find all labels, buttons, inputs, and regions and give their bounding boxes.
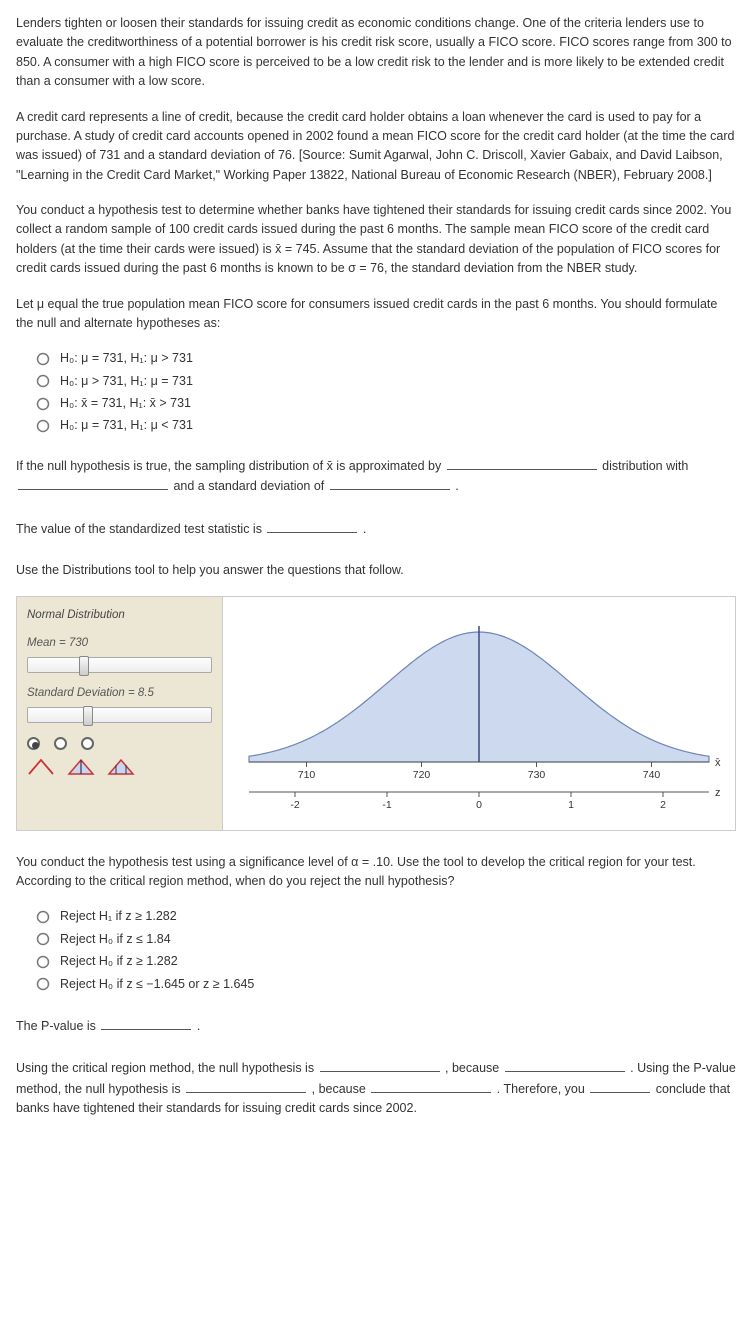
blank-pvalue[interactable] xyxy=(101,1016,191,1030)
fill-test-stat: The value of the standardized test stati… xyxy=(16,519,737,539)
q2-option-1-label: Reject H₁ if z ≥ 1.282 xyxy=(60,907,177,926)
svg-text:730: 730 xyxy=(528,769,546,781)
text: Using the critical region method, the nu… xyxy=(16,1061,318,1075)
shade-shape-icons xyxy=(27,758,212,776)
intro-para-2: A credit card represents a line of credi… xyxy=(16,108,737,186)
blank-crit-reason[interactable] xyxy=(505,1058,625,1072)
radio-icon xyxy=(36,419,50,433)
radio-icon xyxy=(36,932,50,946)
text: . xyxy=(193,1019,200,1033)
mean-slider[interactable] xyxy=(27,657,212,673)
svg-text:-2: -2 xyxy=(290,799,299,811)
blank-dist-type[interactable] xyxy=(447,456,597,470)
question-2-options: Reject H₁ if z ≥ 1.282 Reject H₀ if z ≤ … xyxy=(16,907,737,994)
blank-dist-mean[interactable] xyxy=(18,476,168,490)
svg-text:740: 740 xyxy=(643,769,661,781)
svg-text:z: z xyxy=(715,787,721,799)
blank-dist-sd[interactable] xyxy=(330,476,450,490)
q2-option-4[interactable]: Reject H₀ if z ≤ −1.645 or z ≥ 1.645 xyxy=(36,975,737,994)
question-2-prompt: You conduct the hypothesis test using a … xyxy=(16,853,737,892)
shape-two-icon[interactable] xyxy=(107,758,135,776)
text: The P-value is xyxy=(16,1019,99,1033)
text: distribution with xyxy=(599,459,689,473)
shade-mode-radios xyxy=(27,737,212,750)
text: . xyxy=(452,479,459,493)
tool-controls: Normal Distribution Mean = 730 Standard … xyxy=(17,597,223,829)
q2-option-3-label: Reject H₀ if z ≥ 1.282 xyxy=(60,952,178,971)
svg-text:710: 710 xyxy=(298,769,316,781)
fill-pvalue: The P-value is . xyxy=(16,1016,737,1036)
q1-option-4[interactable]: H₀: μ = 731, H₁: μ < 731 xyxy=(36,416,737,435)
radio-icon xyxy=(36,374,50,388)
radio-icon xyxy=(36,977,50,991)
radio-icon xyxy=(36,397,50,411)
svg-text:720: 720 xyxy=(413,769,431,781)
q1-option-1[interactable]: H₀: μ = 731, H₁: μ > 731 xyxy=(36,349,737,368)
q1-option-2-label: H₀: μ > 731, H₁: μ = 731 xyxy=(60,372,193,391)
q2-option-2[interactable]: Reject H₀ if z ≤ 1.84 xyxy=(36,930,737,949)
text: . xyxy=(359,522,366,536)
radio-icon xyxy=(36,352,50,366)
sd-label: Standard Deviation = 8.5 xyxy=(27,685,212,703)
text: . Therefore, you xyxy=(493,1082,588,1096)
text: , because xyxy=(308,1082,369,1096)
q1-option-2[interactable]: H₀: μ > 731, H₁: μ = 731 xyxy=(36,372,737,391)
fill-sampling-dist: If the null hypothesis is true, the samp… xyxy=(16,456,737,497)
normal-curve: 710 720 730 740 x̄ -2 -1 0 1 2 z xyxy=(229,607,729,817)
q1-option-3[interactable]: H₀: x̄ = 731, H₁: x̄ > 731 xyxy=(36,394,737,413)
radio-icon xyxy=(36,955,50,969)
intro-para-1: Lenders tighten or loosen their standard… xyxy=(16,14,737,92)
q2-option-3[interactable]: Reject H₀ if z ≥ 1.282 xyxy=(36,952,737,971)
question-1-options: H₀: μ = 731, H₁: μ > 731 H₀: μ > 731, H₁… xyxy=(16,349,737,436)
mean-label: Mean = 730 xyxy=(27,635,212,653)
text: The value of the standardized test stati… xyxy=(16,522,265,536)
fill-conclusion: Using the critical region method, the nu… xyxy=(16,1058,737,1118)
shade-mode-1[interactable] xyxy=(27,737,40,750)
svg-text:-1: -1 xyxy=(382,799,391,811)
svg-text:0: 0 xyxy=(476,799,482,811)
blank-therefore[interactable] xyxy=(590,1079,650,1093)
svg-text:1: 1 xyxy=(568,799,574,811)
distribution-tool: Normal Distribution Mean = 730 Standard … xyxy=(16,596,736,830)
q2-option-1[interactable]: Reject H₁ if z ≥ 1.282 xyxy=(36,907,737,926)
q2-option-2-label: Reject H₀ if z ≤ 1.84 xyxy=(60,930,171,949)
shape-left-icon[interactable] xyxy=(67,758,95,776)
q1-option-3-label: H₀: x̄ = 731, H₁: x̄ > 731 xyxy=(60,394,191,413)
shade-mode-3[interactable] xyxy=(81,737,94,750)
question-1-prompt: Let μ equal the true population mean FIC… xyxy=(16,295,737,334)
q2-option-4-label: Reject H₀ if z ≤ −1.645 or z ≥ 1.645 xyxy=(60,975,254,994)
blank-pval-decision[interactable] xyxy=(186,1079,306,1093)
tool-prompt: Use the Distributions tool to help you a… xyxy=(16,561,737,580)
sd-slider[interactable] xyxy=(27,707,212,723)
shape-none-icon[interactable] xyxy=(27,758,55,776)
text: If the null hypothesis is true, the samp… xyxy=(16,459,445,473)
intro-para-3: You conduct a hypothesis test to determi… xyxy=(16,201,737,279)
text: , because xyxy=(442,1061,503,1075)
blank-pval-reason[interactable] xyxy=(371,1079,491,1093)
tool-title: Normal Distribution xyxy=(27,607,212,625)
radio-icon xyxy=(36,910,50,924)
tool-chart: 710 720 730 740 x̄ -2 -1 0 1 2 z xyxy=(223,597,735,829)
q1-option-4-label: H₀: μ = 731, H₁: μ < 731 xyxy=(60,416,193,435)
q1-option-1-label: H₀: μ = 731, H₁: μ > 731 xyxy=(60,349,193,368)
blank-crit-decision[interactable] xyxy=(320,1058,440,1072)
svg-text:x̄: x̄ xyxy=(715,757,721,769)
shade-mode-2[interactable] xyxy=(54,737,67,750)
blank-test-stat[interactable] xyxy=(267,519,357,533)
svg-text:2: 2 xyxy=(660,799,666,811)
text: and a standard deviation of xyxy=(170,479,328,493)
